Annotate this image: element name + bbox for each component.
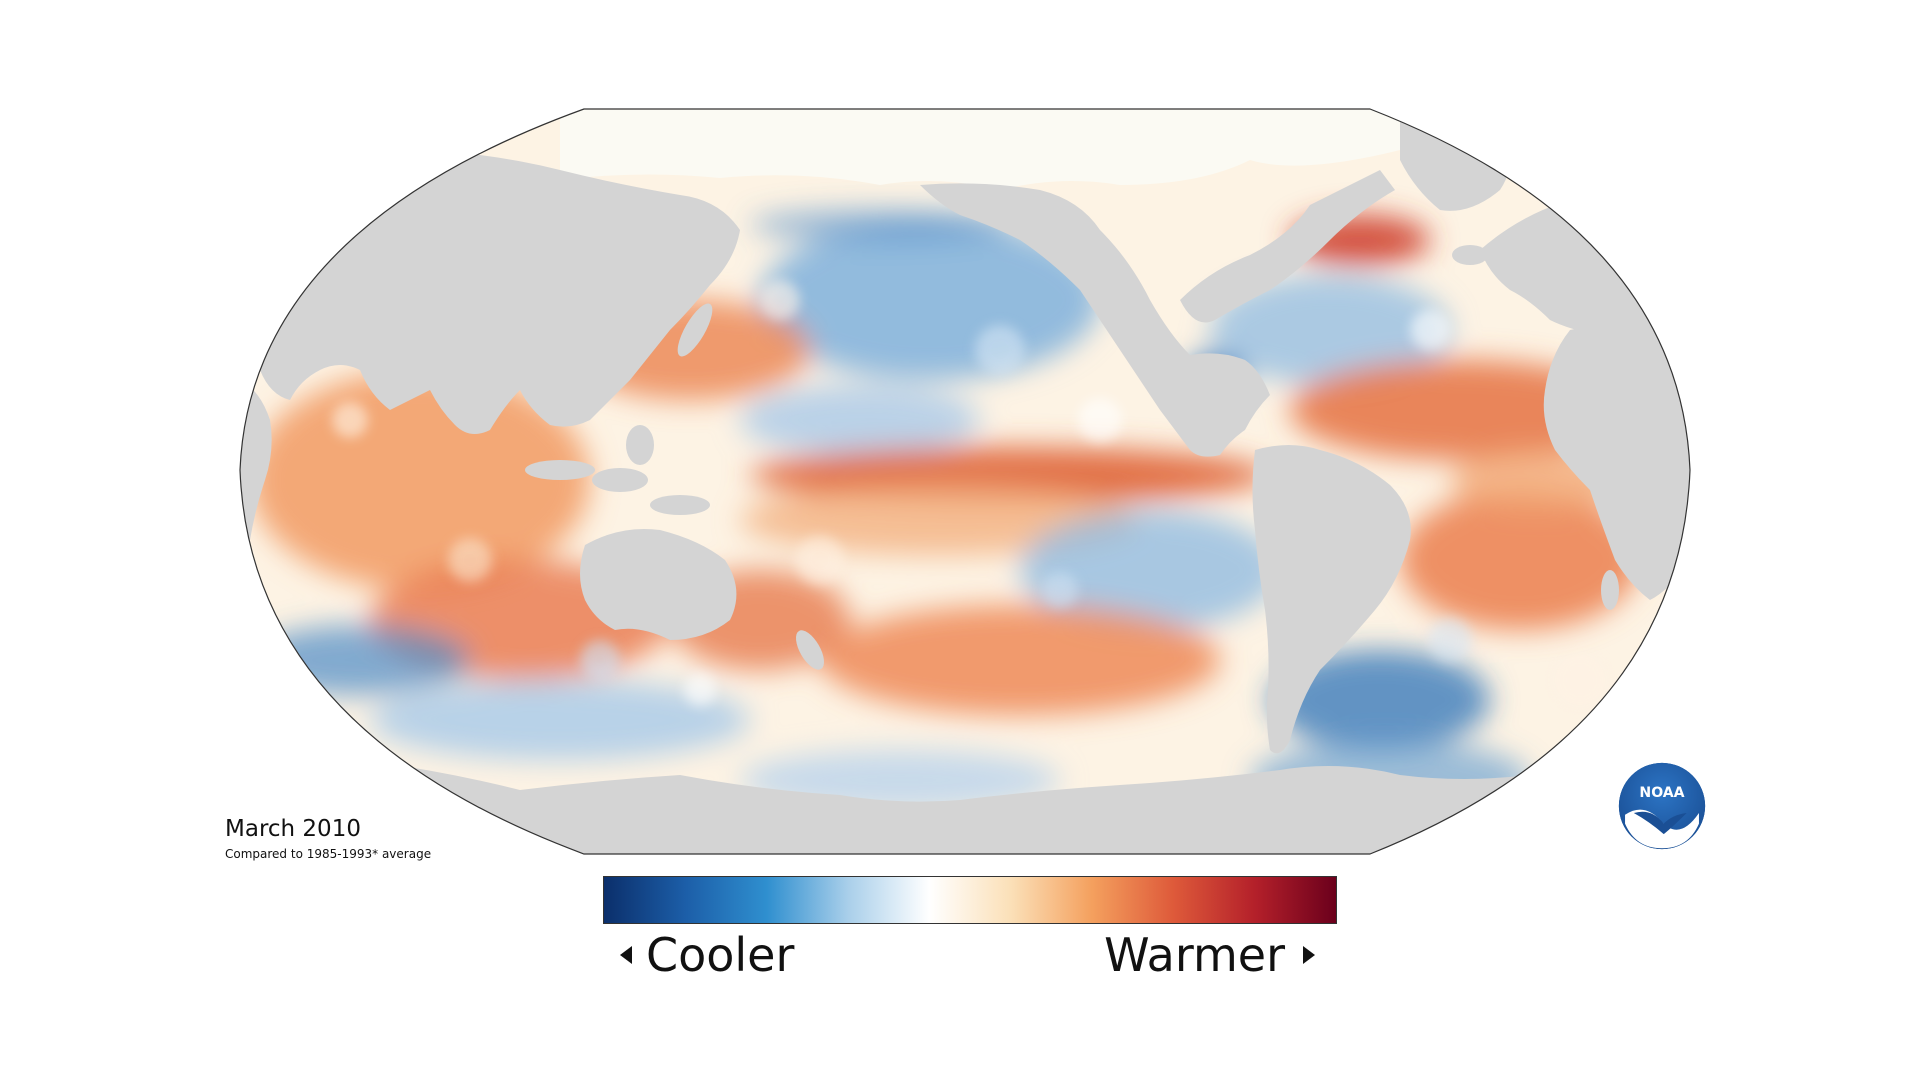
antarctica <box>240 745 1690 854</box>
map-subtitle: Compared to 1985-1993* average <box>225 847 432 861</box>
arctic-ice <box>560 109 1400 190</box>
right-arrow-icon <box>1303 946 1315 964</box>
australia <box>580 529 737 640</box>
left-arrow-icon <box>620 946 632 964</box>
cooler-legend: Cooler <box>620 928 794 982</box>
noaa-logo-text: NOAA <box>1639 785 1684 801</box>
anomaly-texture <box>332 280 1606 706</box>
map-title: March 2010 <box>225 816 361 842</box>
warmer-legend: Warmer <box>1104 928 1315 982</box>
map-body <box>240 109 1690 854</box>
warmer-label: Warmer <box>1104 928 1285 982</box>
north-america <box>920 170 1395 457</box>
map-border <box>239 108 1691 855</box>
south-america <box>1252 445 1411 754</box>
islands <box>525 245 1619 670</box>
noaa-logo-icon: NOAA <box>1618 762 1706 850</box>
eurasia <box>240 150 1690 434</box>
temperature-colorbar <box>603 876 1337 924</box>
cooler-label: Cooler <box>646 928 795 982</box>
